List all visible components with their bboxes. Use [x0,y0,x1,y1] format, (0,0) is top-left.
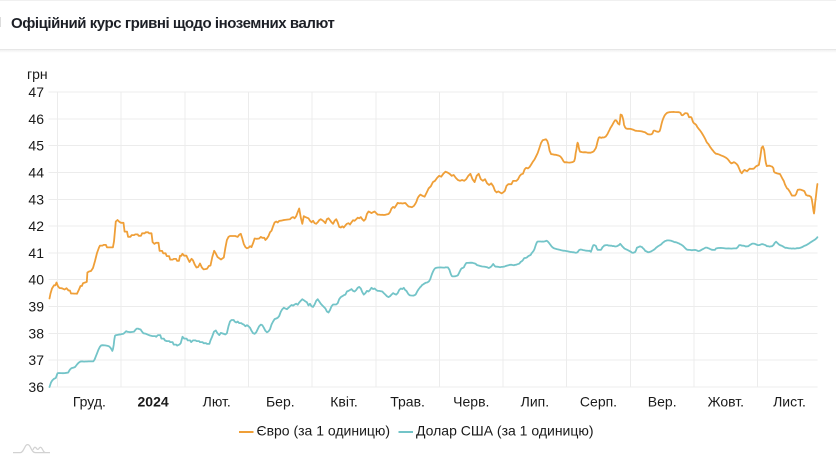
svg-text:Черв.: Черв. [453,394,489,410]
svg-text:Євро (за 1 одиницю): Євро (за 1 одиницю) [257,423,391,439]
svg-text:грн: грн [27,66,48,82]
svg-text:45: 45 [28,138,44,154]
svg-text:40: 40 [28,272,44,288]
svg-text:46: 46 [28,111,44,127]
svg-text:37: 37 [28,352,44,368]
svg-text:47: 47 [28,84,44,100]
svg-text:Груд.: Груд. [73,394,106,410]
svg-text:Бер.: Бер. [266,394,295,410]
svg-text:36: 36 [28,379,44,395]
svg-text:39: 39 [28,299,44,315]
svg-text:Лют.: Лют. [203,394,231,410]
svg-text:38: 38 [28,325,44,341]
svg-text:Серп.: Серп. [580,394,617,410]
svg-text:43: 43 [28,191,44,207]
svg-text:Вер.: Вер. [648,394,677,410]
svg-text:Лип.: Лип. [521,394,549,410]
svg-text:Жовт.: Жовт. [708,394,744,410]
svg-text:Долар США (за 1 одиницю): Долар США (за 1 одиницю) [416,423,594,439]
svg-text:44: 44 [28,165,44,181]
svg-text:2024: 2024 [138,394,169,410]
svg-text:Лист.: Лист. [773,394,806,410]
svg-text:Квіт.: Квіт. [330,394,357,410]
svg-text:42: 42 [28,218,44,234]
svg-text:Трав.: Трав. [390,394,425,410]
svg-text:41: 41 [28,245,44,261]
